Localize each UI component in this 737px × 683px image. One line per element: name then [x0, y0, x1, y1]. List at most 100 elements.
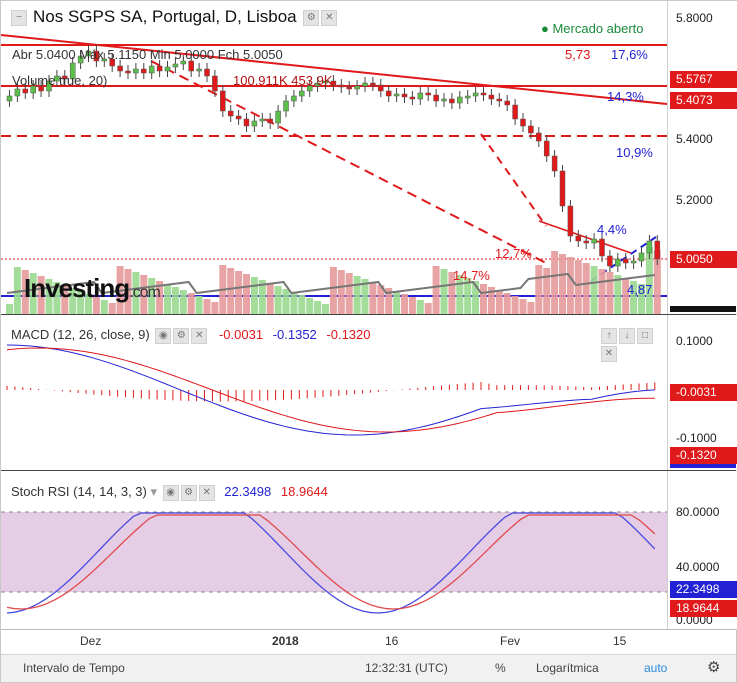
- volume-bar: [472, 281, 480, 314]
- macd-label: MACD (12, 26, close, 9): [11, 327, 150, 342]
- investing-logo: Investing.com: [24, 273, 161, 304]
- macd-histogram: [6, 382, 656, 402]
- candle-body: [243, 118, 250, 127]
- stoch-axis[interactable]: 80.0000 40.0000 0.0000 22.3498 18.9644: [667, 471, 737, 629]
- volume-bar: [322, 304, 329, 314]
- candle-body: [472, 92, 479, 97]
- volume-bar: [100, 300, 108, 314]
- pane-close-icon[interactable]: ✕: [601, 345, 617, 362]
- volume-bar: [171, 287, 179, 314]
- settings-icon[interactable]: ⚙: [303, 9, 320, 26]
- price-axis[interactable]: 5.8000 5.4000 5.2000 5.5767 5.4073 5.005…: [667, 1, 737, 314]
- price-tag-last: 5.0050: [670, 251, 737, 268]
- maximize-icon[interactable]: □: [637, 327, 653, 344]
- candle-body: [638, 252, 645, 262]
- volume-bar: [559, 254, 566, 314]
- volume-bar: [92, 297, 100, 314]
- candle-body: [306, 85, 313, 92]
- stoch-d-line: [6, 514, 656, 610]
- macd-value-hist: -0.0031: [218, 327, 264, 342]
- ohlc-readout: Abr 5.0400 Máx 5.1150 Min 5.0000 Fch 5.0…: [12, 47, 283, 62]
- candle-body: [227, 110, 234, 117]
- downtrend-line: [1, 34, 667, 105]
- candle-body: [536, 132, 542, 142]
- dropdown-icon[interactable]: ▾: [150, 484, 158, 499]
- volume-bar: [29, 273, 37, 314]
- macd-settings-icon[interactable]: ⚙: [173, 327, 190, 344]
- volume-bar: [495, 290, 503, 314]
- chart-title: Nos SGPS SA, Portugal, D, Lisboa: [33, 7, 297, 26]
- close-icon[interactable]: ✕: [321, 9, 338, 26]
- stoch-visibility-icon[interactable]: ◉: [162, 484, 179, 501]
- candle-body: [30, 85, 36, 94]
- candle-body: [409, 96, 416, 100]
- volume-bar: [590, 266, 598, 314]
- candle-body: [385, 90, 392, 97]
- candle-body: [251, 120, 258, 127]
- volume-bar: [480, 284, 487, 314]
- candle-body: [457, 96, 463, 104]
- candle-body: [543, 140, 550, 157]
- stoch-value-d: 18.9644: [280, 484, 328, 499]
- time-label: Dez: [80, 634, 102, 648]
- candle-body: [109, 58, 115, 67]
- macd-pane[interactable]: MACD (12, 26, close, 9) ◉ ⚙ ✕ -0.0031 -0.1…: [1, 315, 667, 470]
- candle-body: [425, 92, 431, 96]
- volume-bar: [53, 282, 61, 314]
- stoch-tick: 40.0000: [676, 560, 720, 574]
- stoch-settings-icon[interactable]: ⚙: [180, 484, 197, 501]
- price-chart[interactable]: [1, 1, 667, 314]
- pane-separator[interactable]: [1, 314, 736, 315]
- time-label: 16: [385, 634, 399, 648]
- volume-bar: [574, 260, 582, 314]
- auto-toggle[interactable]: auto: [644, 661, 668, 675]
- volume-bar: [393, 291, 401, 314]
- candle-body: [401, 93, 408, 98]
- volume-bar: [456, 275, 464, 314]
- macd-visibility-icon[interactable]: ◉: [155, 327, 172, 344]
- pane-separator[interactable]: [1, 470, 736, 471]
- price-pane[interactable]: − Nos SGPS SA, Portugal, D, Lisboa ⚙ ✕ ● M…: [1, 1, 667, 314]
- macd-close-icon[interactable]: ✕: [191, 327, 208, 344]
- volume-bar: [551, 251, 559, 314]
- volume-bar: [243, 274, 250, 314]
- volume-bar: [124, 269, 132, 314]
- stoch-close-icon[interactable]: ✕: [198, 484, 215, 501]
- volume-bar: [487, 287, 495, 314]
- stoch-rsi-chart[interactable]: [1, 471, 667, 629]
- price-tick: 5.8000: [676, 11, 713, 25]
- settings-gear-icon[interactable]: ⚙: [707, 659, 721, 676]
- label-143: 14,3%: [607, 89, 644, 104]
- candle-body: [433, 94, 439, 102]
- move-down-icon[interactable]: ↓: [619, 327, 635, 344]
- volume-ma-line: [6, 272, 655, 295]
- interval-button[interactable]: Intervalo de Tempo: [23, 661, 125, 675]
- volume-bar: [132, 272, 140, 314]
- macd-chart[interactable]: [1, 315, 667, 470]
- candle-body: [14, 88, 21, 97]
- price-tag-5407: 5.4073: [670, 92, 737, 109]
- macd-axis[interactable]: 0.1000 -0.1000 -0.0031 -0.1320: [667, 315, 737, 470]
- volume-bar: [408, 297, 416, 314]
- stoch-rsi-pane[interactable]: Stoch RSI (14, 14, 3, 3) ▾ ◉ ⚙ ✕ 22.3498 1…: [1, 471, 667, 629]
- volume-bar: [432, 266, 440, 314]
- time-axis-separator: [1, 629, 736, 630]
- macd-tag-hist: -0.0031: [670, 384, 737, 401]
- percent-toggle[interactable]: %: [495, 661, 506, 675]
- candle-body: [378, 84, 384, 92]
- candle-body: [62, 75, 68, 80]
- volume-bar: [258, 280, 266, 314]
- candle-body: [283, 100, 289, 112]
- stoch-tag-k: 22.3498: [670, 581, 737, 598]
- diagonal-dashed-line: [150, 60, 547, 264]
- candle-body: [188, 60, 194, 72]
- candle-body: [54, 75, 60, 82]
- time-label: 2018: [272, 634, 299, 648]
- log-toggle[interactable]: Logarítmica: [536, 661, 599, 675]
- collapse-icon[interactable]: −: [11, 9, 27, 26]
- wedge-line: [538, 220, 632, 254]
- candle-body: [496, 98, 503, 102]
- candle-body: [164, 66, 171, 72]
- candle-body: [259, 118, 266, 122]
- move-up-icon[interactable]: ↑: [601, 327, 617, 344]
